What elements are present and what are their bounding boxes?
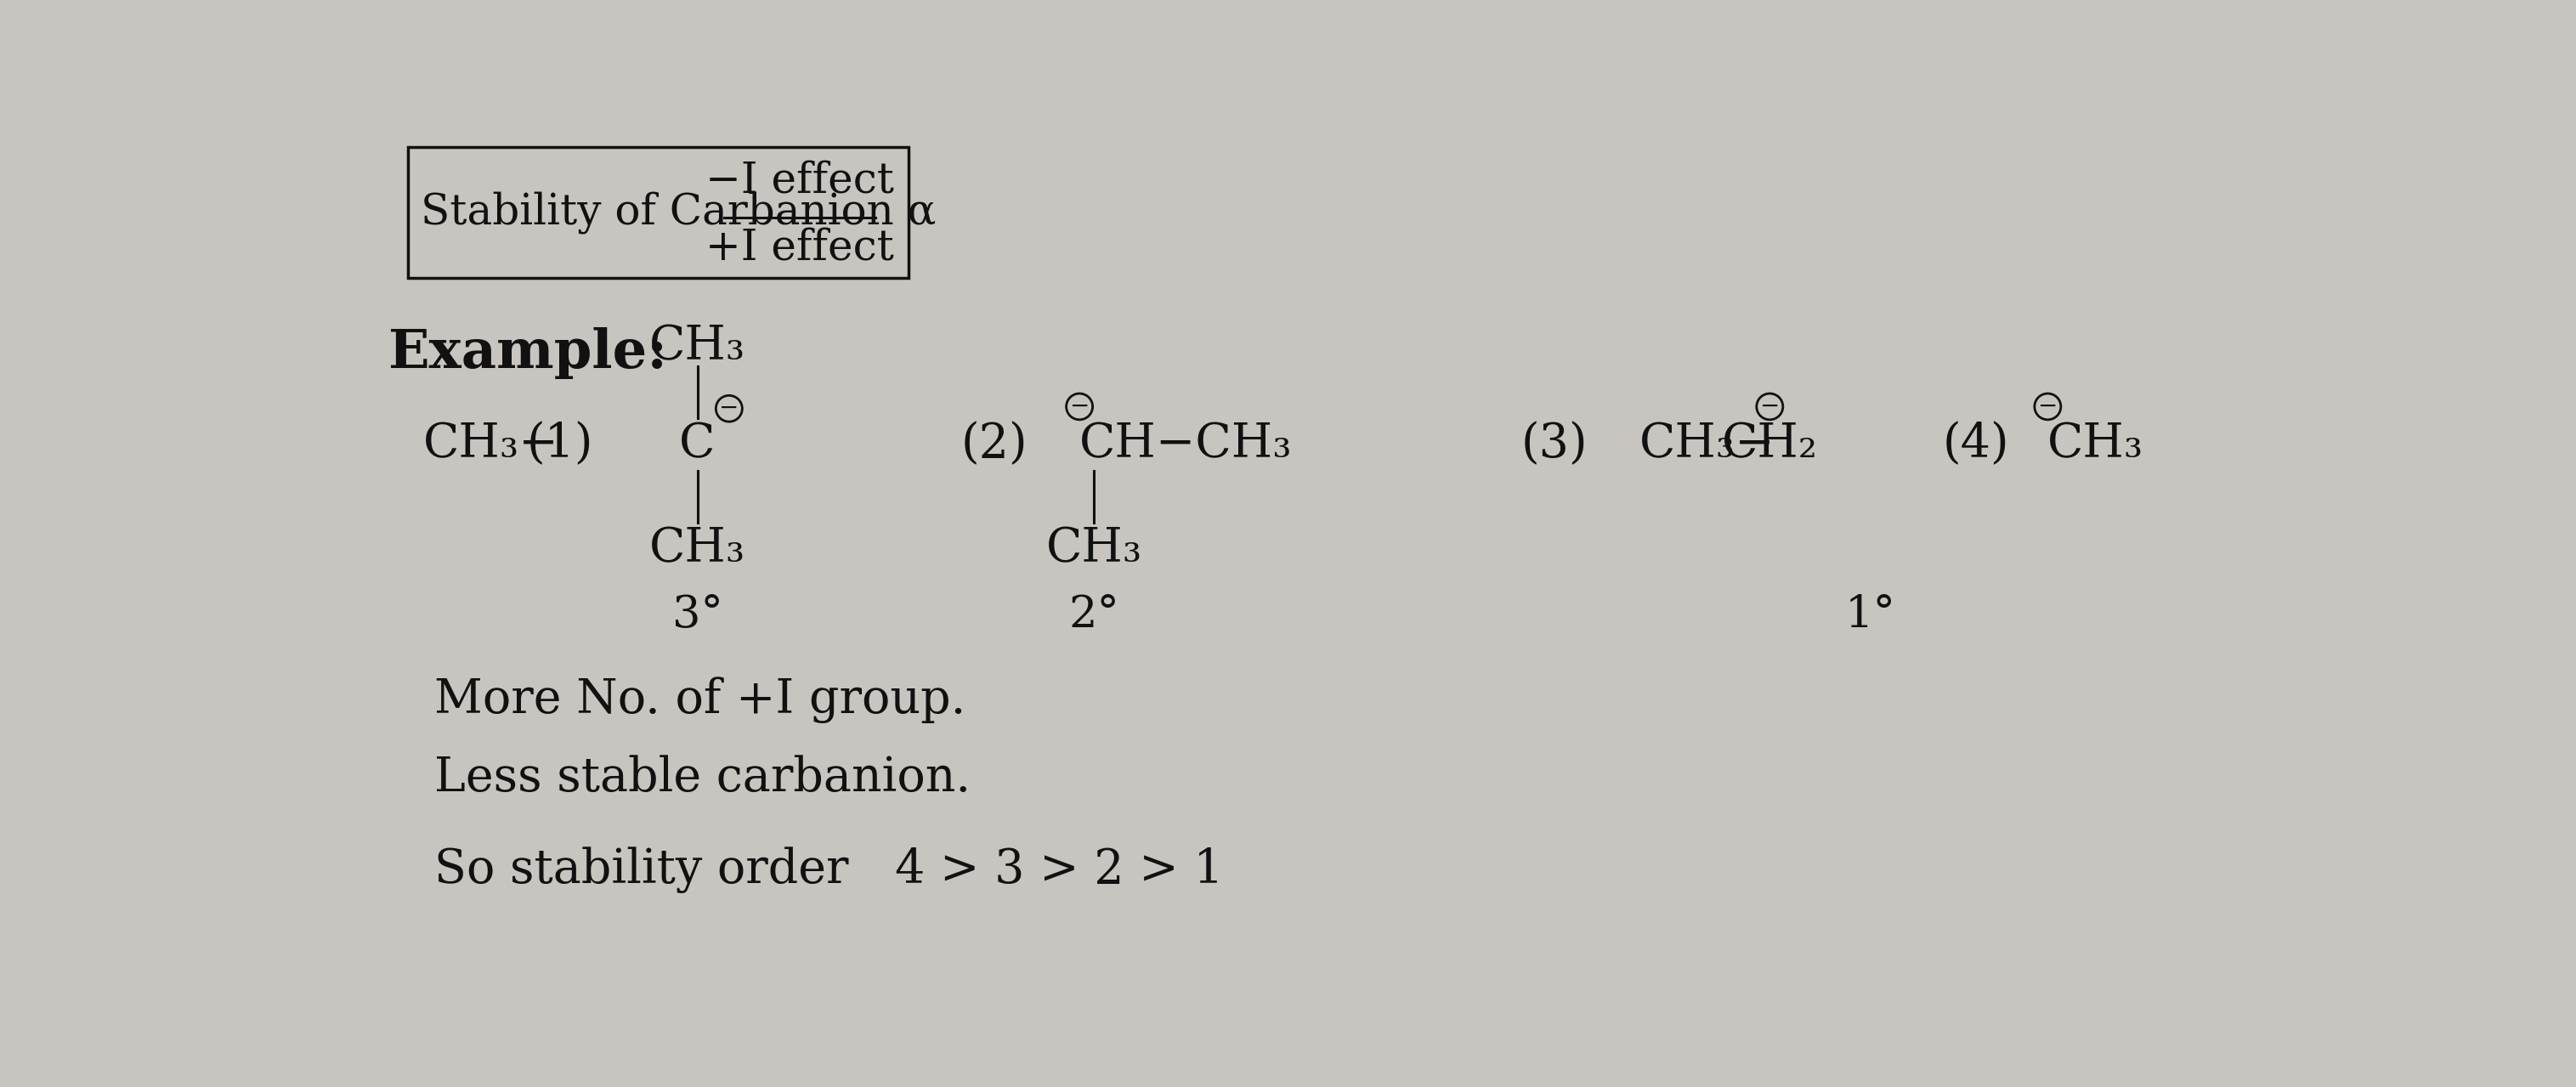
- Text: −: −: [719, 397, 739, 420]
- Text: CH₂: CH₂: [1721, 422, 1819, 467]
- Text: (3): (3): [1520, 422, 1587, 467]
- Text: CH₃−: CH₃−: [422, 422, 559, 467]
- Text: CH₃: CH₃: [1046, 526, 1141, 573]
- Text: (1): (1): [526, 422, 592, 467]
- Text: Stability of Carbanion α: Stability of Carbanion α: [420, 191, 935, 234]
- Text: Less stable carbanion.: Less stable carbanion.: [433, 755, 971, 801]
- Text: −: −: [1069, 396, 1090, 418]
- Text: More No. of +I group.: More No. of +I group.: [433, 676, 966, 723]
- Text: (4): (4): [1942, 422, 2009, 467]
- Text: −: −: [1759, 396, 1780, 418]
- Text: −I effect: −I effect: [706, 160, 894, 202]
- Text: 1°: 1°: [1844, 594, 1896, 636]
- Text: +I effect: +I effect: [706, 227, 894, 270]
- Text: −: −: [2038, 396, 2058, 418]
- Text: 3°: 3°: [672, 594, 724, 636]
- Text: CH−CH₃: CH−CH₃: [1079, 422, 1293, 467]
- Text: C: C: [680, 422, 716, 467]
- Bar: [407, 147, 909, 277]
- Text: 2°: 2°: [1069, 594, 1121, 636]
- Text: CH₃: CH₃: [649, 323, 744, 370]
- Text: Example:: Example:: [389, 327, 667, 379]
- Text: (2): (2): [961, 422, 1028, 467]
- Text: 4 > 3 > 2 > 1: 4 > 3 > 2 > 1: [894, 847, 1224, 894]
- Text: CH₃−: CH₃−: [1638, 422, 1775, 467]
- Text: So stability order: So stability order: [433, 847, 848, 894]
- Text: CH₃: CH₃: [649, 526, 744, 573]
- Text: CH₃: CH₃: [2048, 422, 2143, 467]
